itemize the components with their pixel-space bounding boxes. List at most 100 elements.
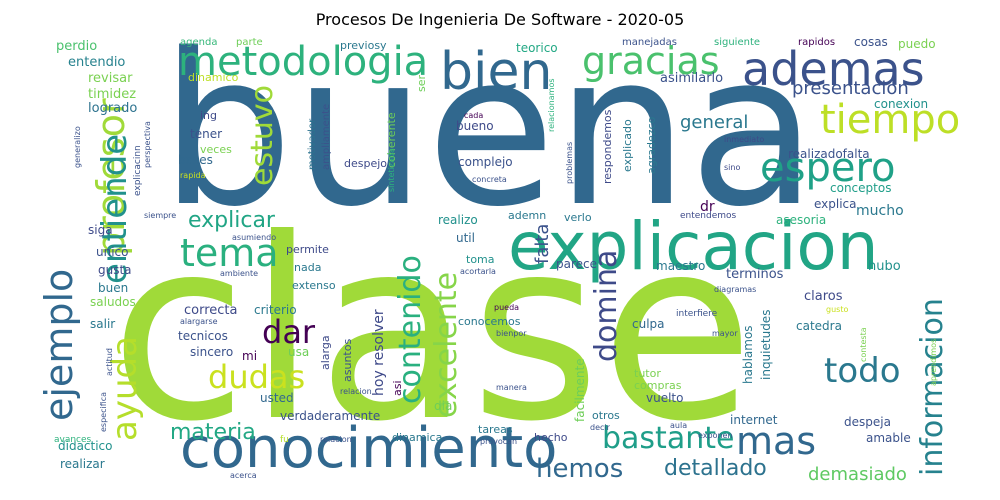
word: bienpor [496,329,527,338]
word: mucho [856,203,904,219]
word: asimilarlo [660,71,724,86]
word: unico [96,245,129,259]
word: verlo [564,211,592,224]
word: cosas [854,36,888,49]
word: compras [634,379,682,392]
word: criterio [254,303,297,317]
word: hablamos [741,325,755,384]
word: conceptos [830,181,892,195]
word: dr [700,199,715,215]
word: amable [866,431,911,445]
word: gusta [98,263,132,277]
word: internet [730,413,778,427]
word: puedo [898,37,936,51]
word: buena [160,36,818,253]
word: materia [170,420,256,445]
word: entendio [68,55,126,70]
word: correcta [184,303,238,318]
word: parte [236,37,263,48]
word: buen [98,281,129,295]
word: saludos [90,295,136,309]
word: siga [88,223,113,237]
word: dar [262,313,316,351]
word: avances [54,435,92,445]
word-cloud: buena clase explicacion conocimiento bie… [40,36,958,494]
word: culpa [632,317,665,331]
word: despeja [844,415,891,429]
word: relacion [320,435,352,444]
word: manejadas [622,37,677,48]
word: bien [440,42,553,102]
word: tecnicos [178,329,228,343]
word: ejemplo [40,268,81,421]
word: asuntos [341,338,354,382]
word: hoy resolver [371,309,387,396]
word: hecho [534,431,568,444]
word: realizo [438,213,478,227]
word: claros [804,289,843,304]
word: veces [200,143,232,156]
word: acortarla [460,267,496,276]
word: detallado [664,456,767,481]
word: extenso [292,279,336,292]
word: realizar [60,457,105,471]
word: dinamica [392,431,443,444]
word: informacion [915,298,950,476]
word: tener [190,127,223,141]
word: despejo [344,157,388,170]
word: hubo [868,259,901,274]
word: mayor [712,329,738,338]
word: perdio [56,39,98,54]
word: dia [434,399,453,413]
word: explica [814,197,857,211]
word: sintetizada [387,148,396,192]
word: especifica [99,391,108,432]
word: manera [496,383,527,392]
word: ing [200,109,218,122]
word: mas [736,419,817,463]
word: conocimiento [180,416,558,481]
word: tema [180,231,279,275]
word: rapidos [798,37,836,48]
word: bases [178,153,213,167]
word: explicado [621,119,634,172]
word: respondemos [601,109,614,184]
word: mi [242,349,258,363]
word: facilmente [573,358,587,422]
word: contesta [859,327,868,362]
word: otros [592,409,620,422]
word: motivador [307,118,318,170]
word: nada [294,261,322,274]
word: catedra [796,319,842,333]
word: conexion [874,97,929,111]
word: parece [556,257,598,271]
word: explicacion [508,208,879,285]
word: hemos [536,454,624,484]
word: metodologia [178,39,429,85]
word: revisar [88,71,133,86]
word: diagramas [714,285,757,294]
word: toma [466,253,495,266]
chart-title: Procesos De Ingenieria De Software - 202… [315,10,685,29]
word: generalizo [73,126,82,168]
word: explicacinn [133,145,143,196]
word: inquietudes [759,309,773,380]
word: exponen [698,431,733,440]
word: sincero [190,345,234,359]
word: espero [760,145,896,191]
word: asumiendo [232,233,277,242]
word: inmediato [724,135,765,144]
word: cada [464,111,484,120]
word: gracias [582,39,720,83]
word: salir [90,317,116,331]
word: demasiado [808,464,907,485]
word: terminos [726,267,784,282]
word: aula [670,421,688,430]
word: pueda [494,303,520,312]
word: rapida [180,171,206,180]
word: alarga [319,335,332,370]
word: estuvo [245,85,280,186]
word: acerca [230,471,257,480]
word: bueno [456,119,494,133]
word: tareas [478,423,513,436]
